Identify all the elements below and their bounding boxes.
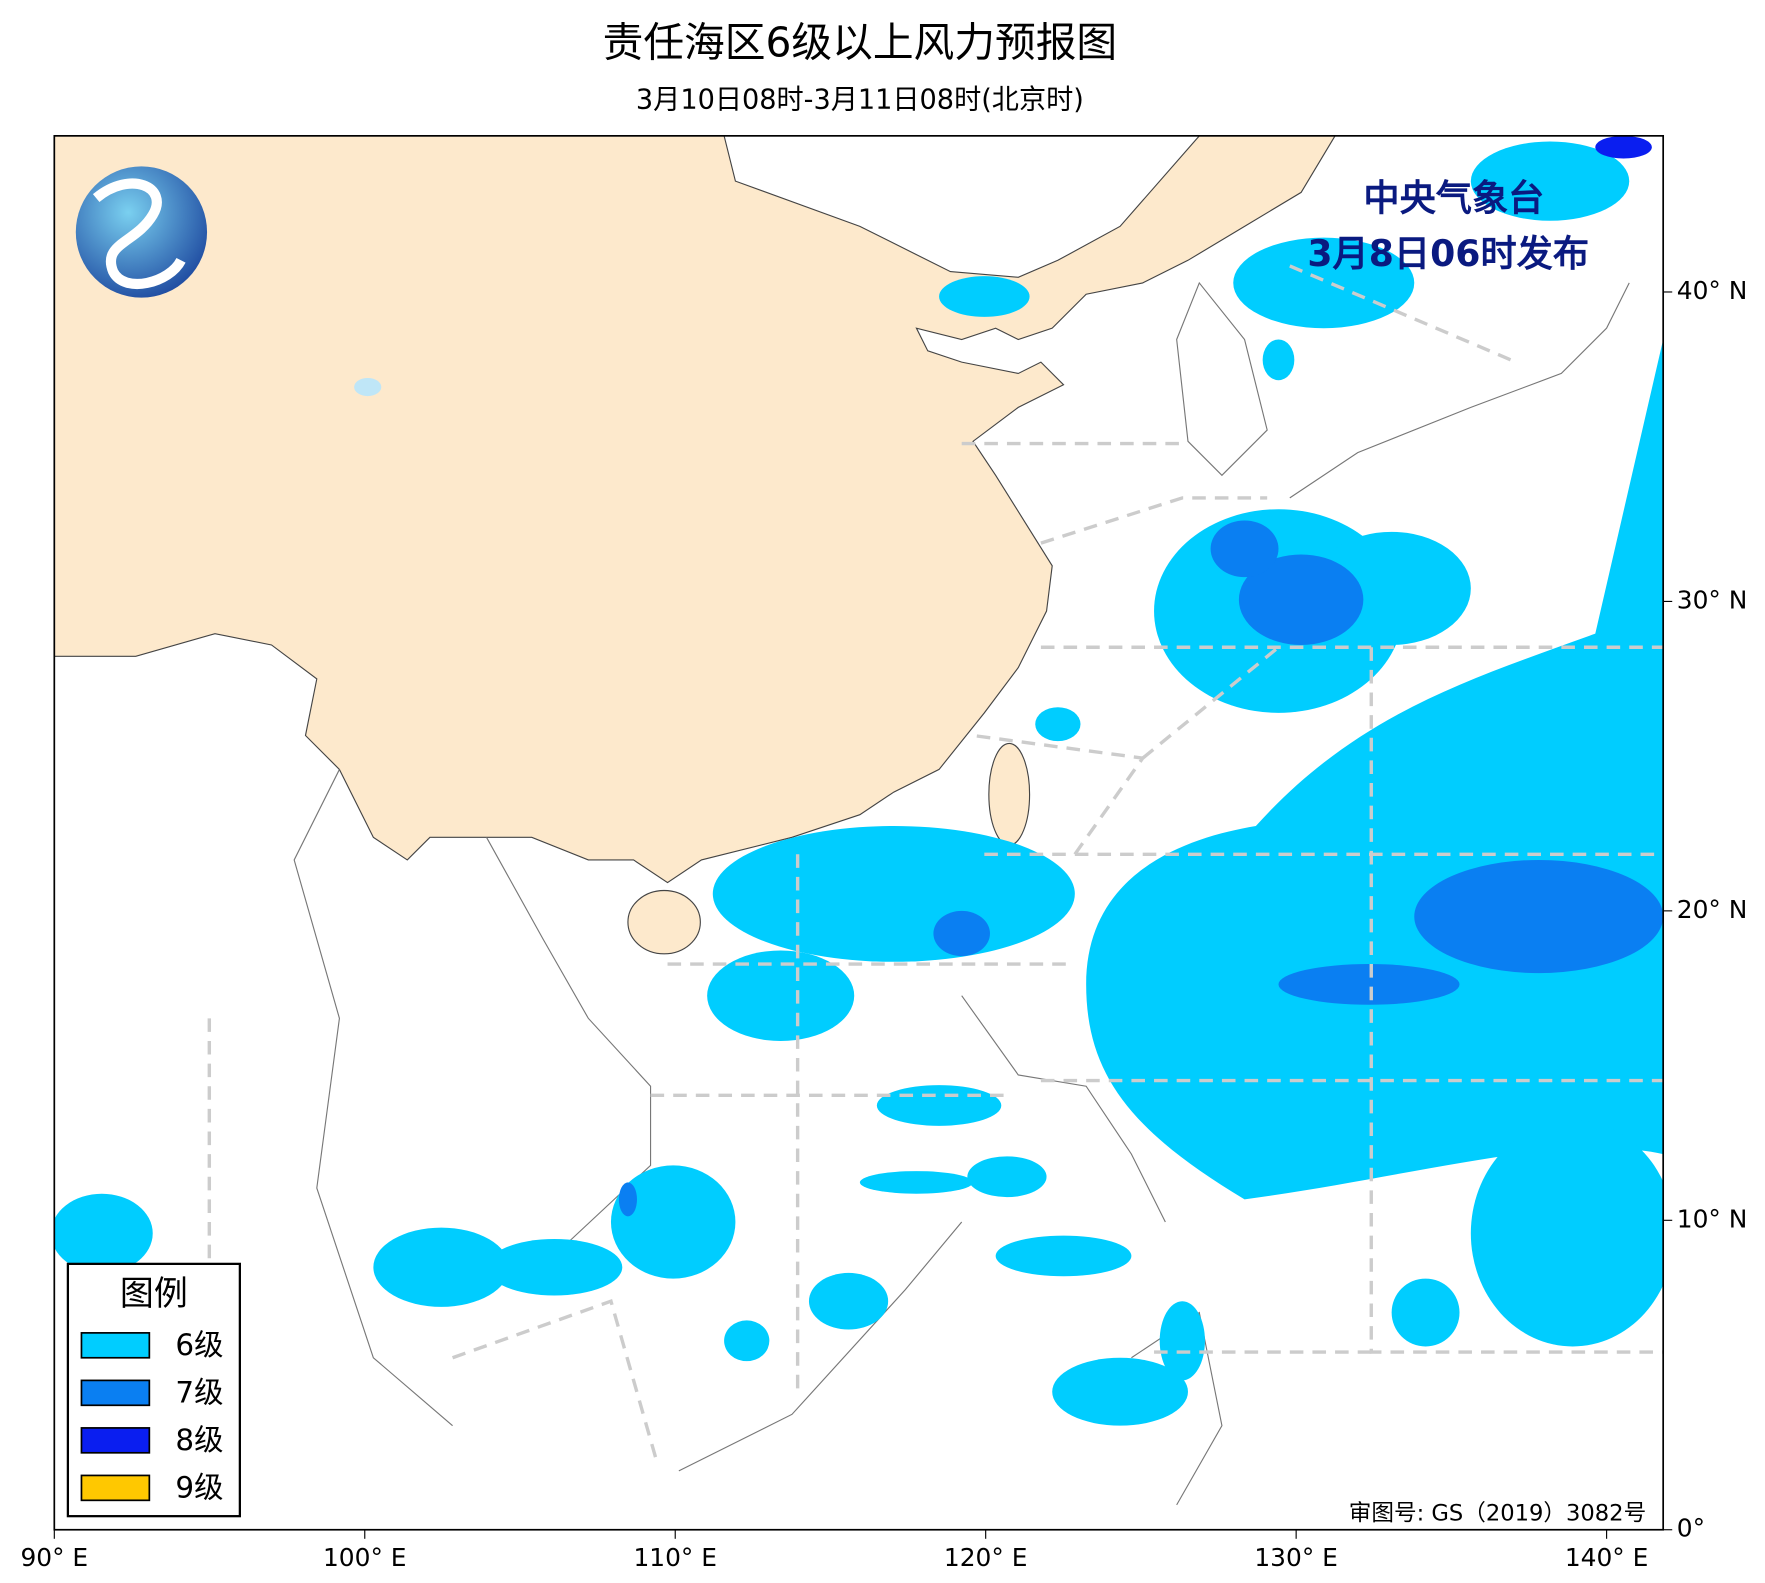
legend-swatch bbox=[80, 1427, 151, 1454]
y-tick-label: 30° N bbox=[1677, 585, 1748, 614]
x-tick-label: 100° E bbox=[323, 1543, 407, 1572]
legend-label: 6级 bbox=[175, 1328, 223, 1362]
legend-swatch bbox=[80, 1474, 151, 1502]
axis-ticks: 90° E 100° E 110° E 120° E 130° E 140° E 0° 10°… bbox=[20, 276, 1747, 1572]
x-tick-label: 120° E bbox=[944, 1543, 1028, 1572]
legend-label: 9级 bbox=[175, 1471, 223, 1505]
logo bbox=[75, 166, 208, 298]
y-tick-label: 20° N bbox=[1677, 895, 1748, 924]
x-tick-label: 90° E bbox=[20, 1543, 88, 1572]
title: 责任海区6级以上风力预报图 bbox=[603, 18, 1118, 66]
y-tick-label: 40° N bbox=[1677, 276, 1748, 305]
x-tick-label: 140° E bbox=[1565, 1543, 1649, 1572]
x-tick-label: 110° E bbox=[633, 1543, 717, 1572]
legend: 图例 6级 7级 8级 9级 bbox=[66, 1262, 241, 1518]
y-tick-label: 10° N bbox=[1677, 1204, 1748, 1233]
wind-8 bbox=[1595, 135, 1652, 159]
legend-label: 7级 bbox=[175, 1375, 223, 1409]
map-area: 中央气象台 3月8日06时发布 审图号: GS（2019）3082号 bbox=[54, 135, 1664, 1530]
taiwan bbox=[988, 742, 1031, 846]
legend-swatch bbox=[80, 1332, 151, 1359]
china-land bbox=[54, 135, 1336, 884]
y-tick-label: 0° bbox=[1677, 1514, 1705, 1543]
issuer: 中央气象台 bbox=[1363, 176, 1544, 219]
lake bbox=[354, 377, 382, 397]
legend-label: 8级 bbox=[175, 1423, 223, 1457]
wind-7 bbox=[618, 520, 1664, 1217]
subtitle: 3月10日08时-3月11日08时(北京时) bbox=[636, 84, 1084, 115]
approval-number: 审图号: GS（2019）3082号 bbox=[1349, 1500, 1646, 1526]
map-frame bbox=[53, 134, 1665, 1531]
wind-6 bbox=[54, 141, 1664, 1426]
issue-time: 3月8日06时发布 bbox=[1307, 232, 1589, 275]
legend-swatch bbox=[80, 1379, 151, 1407]
legend-title: 图例 bbox=[120, 1274, 188, 1314]
x-tick-label: 130° E bbox=[1254, 1543, 1338, 1572]
hainan bbox=[627, 889, 701, 955]
